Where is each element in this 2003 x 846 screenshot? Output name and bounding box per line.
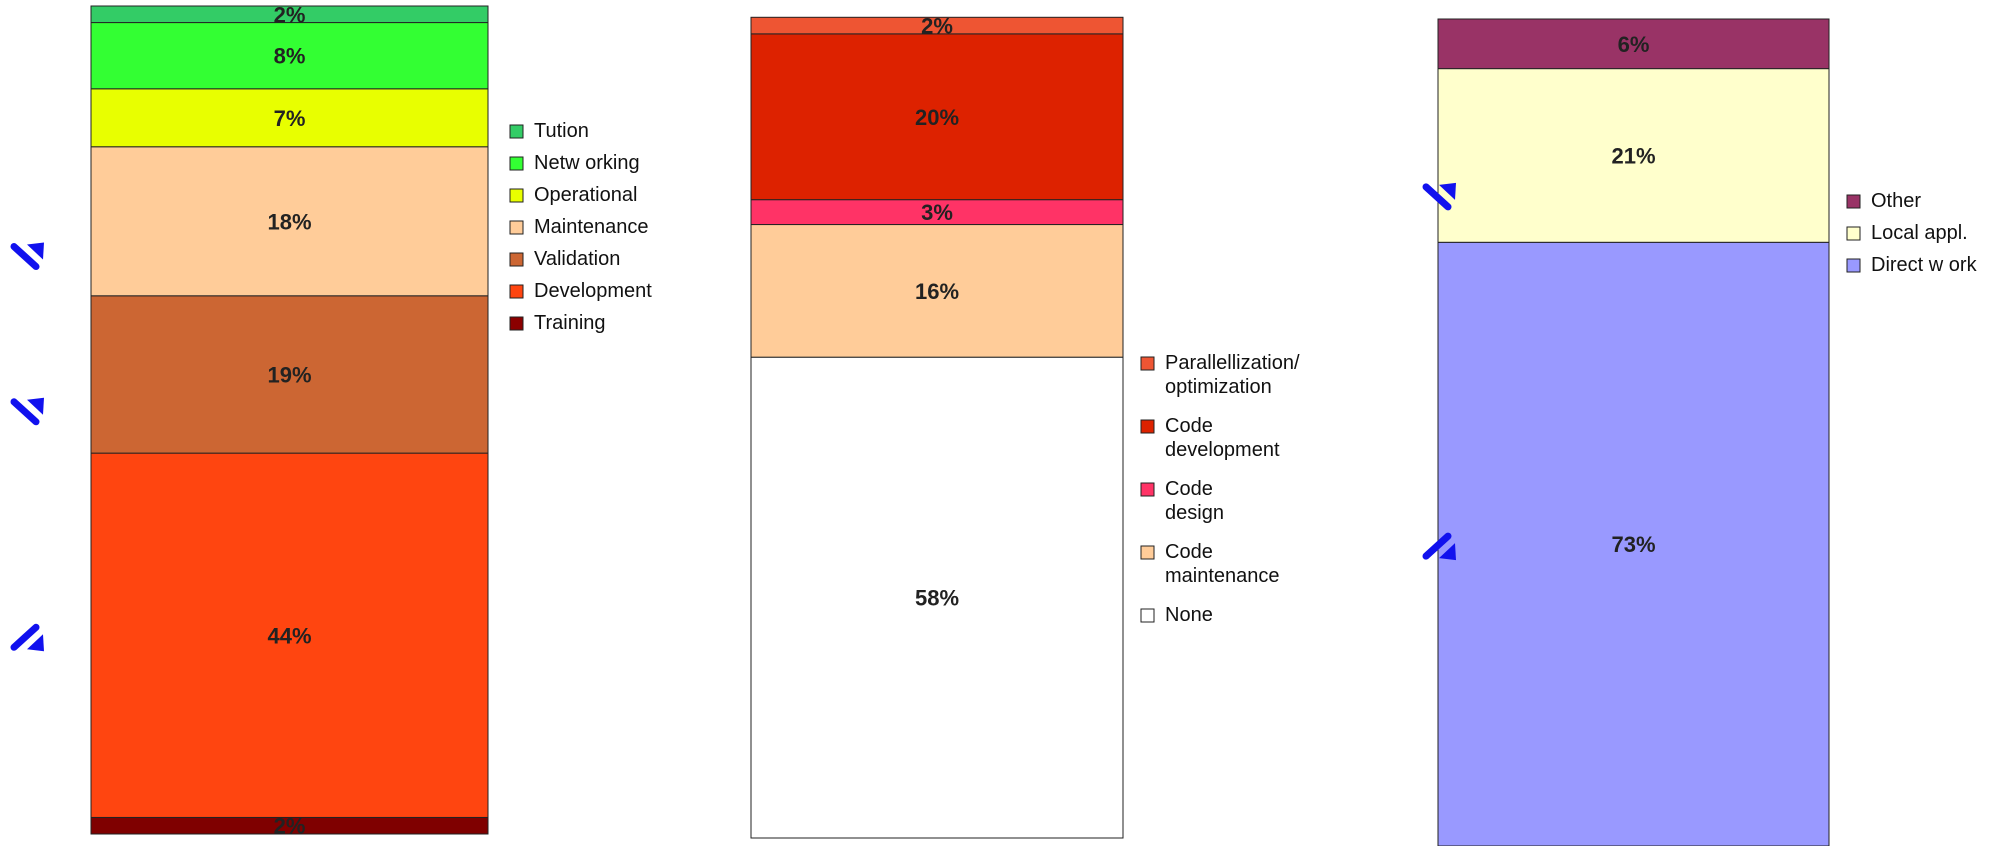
legend-label-parallellization-optimization: Parallellization/: [1165, 352, 1300, 374]
chart-2: 58% 16% 3% 20% 2% Parallellization/optimizati…: [750, 14, 1300, 839]
trend-arrow-up-local-appl: [1422, 182, 1456, 211]
data-label-other: 6%: [1618, 32, 1650, 57]
data-label-code-development: 20%: [915, 105, 959, 130]
bar-segment-none: [750, 356, 1124, 839]
bar-segment-code-development: [750, 33, 1124, 201]
data-label-validation: 19%: [267, 362, 311, 387]
legend-swatch-direct-w-ork: [1846, 258, 1861, 273]
data-label-development: 44%: [267, 623, 311, 648]
bar-segment-direct-w-ork: [1437, 241, 1830, 846]
data-label-direct-w-ork: 73%: [1611, 532, 1655, 557]
bar-segment-local-appl: [1437, 68, 1830, 243]
legend-label-direct-w-ork: Direct w ork: [1871, 254, 1978, 276]
legend-label-code-development: Code: [1165, 415, 1213, 437]
data-label-local-appl: 21%: [1611, 143, 1655, 168]
legend-2: Parallellization/optimizationCodedevelop…: [1140, 352, 1300, 626]
data-label-maintenance: 18%: [267, 209, 311, 234]
legend-label-code-maintenance: maintenance: [1165, 565, 1280, 587]
trend-arrow-up-validation: [10, 397, 44, 426]
legend-label-training: Training: [534, 312, 606, 334]
bar-segment-netw-orking: [90, 22, 489, 90]
data-label-code-design: 3%: [921, 200, 953, 225]
legend-label-none: None: [1165, 604, 1213, 626]
legend-swatch-parallellization-optimization: [1140, 356, 1155, 371]
legend-label-development: Development: [534, 280, 652, 302]
legend-swatch-other: [1846, 194, 1861, 209]
legend-label-maintenance: Maintenance: [534, 216, 649, 238]
legend-swatch-maintenance: [509, 220, 524, 235]
trend-arrow-up-maintenance: [10, 242, 44, 271]
legend-label-code-design: design: [1165, 502, 1224, 524]
legend-label-validation: Validation: [534, 248, 620, 270]
legend-swatch-netw-orking: [509, 156, 524, 171]
trend-arrow-down-development: [10, 623, 44, 652]
legend-label-other: Other: [1871, 190, 1921, 212]
bar-segment-parallellization-optimization: [750, 16, 1124, 35]
legend-label-operational: Operational: [534, 184, 637, 206]
bar-segment-validation: [90, 295, 489, 454]
legend-swatch-operational: [509, 188, 524, 203]
legend-3: Other Local appl. Direct w ork: [1846, 190, 1978, 276]
legend-label-parallellization-optimization: optimization: [1165, 376, 1272, 398]
bar-segment-maintenance: [90, 146, 489, 297]
bar-segment-development: [90, 452, 489, 818]
data-label-parallellization-optimization: 2%: [921, 14, 953, 39]
chart-3: 73% 21% 6% Other Local appl. Direct w ork: [1437, 18, 1978, 846]
legend-swatch-code-design: [1140, 482, 1155, 497]
legend-swatch-none: [1140, 608, 1155, 623]
legend-label-code-development: development: [1165, 439, 1280, 461]
bar-segment-tution: [90, 5, 489, 24]
legend-label-tution: Tution: [534, 120, 589, 142]
data-label-operational: 7%: [274, 106, 306, 131]
legend-swatch-development: [509, 284, 524, 299]
data-label-netw-orking: 8%: [274, 44, 306, 69]
legend-swatch-code-development: [1140, 419, 1155, 434]
bar-segment-code-design: [750, 199, 1124, 226]
legend-label-code-design: Code: [1165, 478, 1213, 500]
legend-swatch-validation: [509, 252, 524, 267]
data-label-code-maintenance: 16%: [915, 279, 959, 304]
legend-swatch-code-maintenance: [1140, 545, 1155, 560]
trend-arrow-down-direct-w-ork: [1422, 532, 1456, 561]
legend-1: Tution Netw orking Operational Maintenance V…: [509, 120, 652, 334]
legend-swatch-training: [509, 316, 524, 331]
bar-segment-code-maintenance: [750, 224, 1124, 358]
legend-swatch-local-appl: [1846, 226, 1861, 241]
data-label-none: 58%: [915, 586, 959, 611]
legend-label-netw-orking: Netw orking: [534, 152, 640, 174]
bar-segment-other: [1437, 18, 1830, 70]
data-label-tution: 2%: [274, 2, 306, 27]
legend-swatch-tution: [509, 124, 524, 139]
legend-label-code-maintenance: Code: [1165, 541, 1213, 563]
legend-label-local-appl: Local appl.: [1871, 222, 1968, 244]
